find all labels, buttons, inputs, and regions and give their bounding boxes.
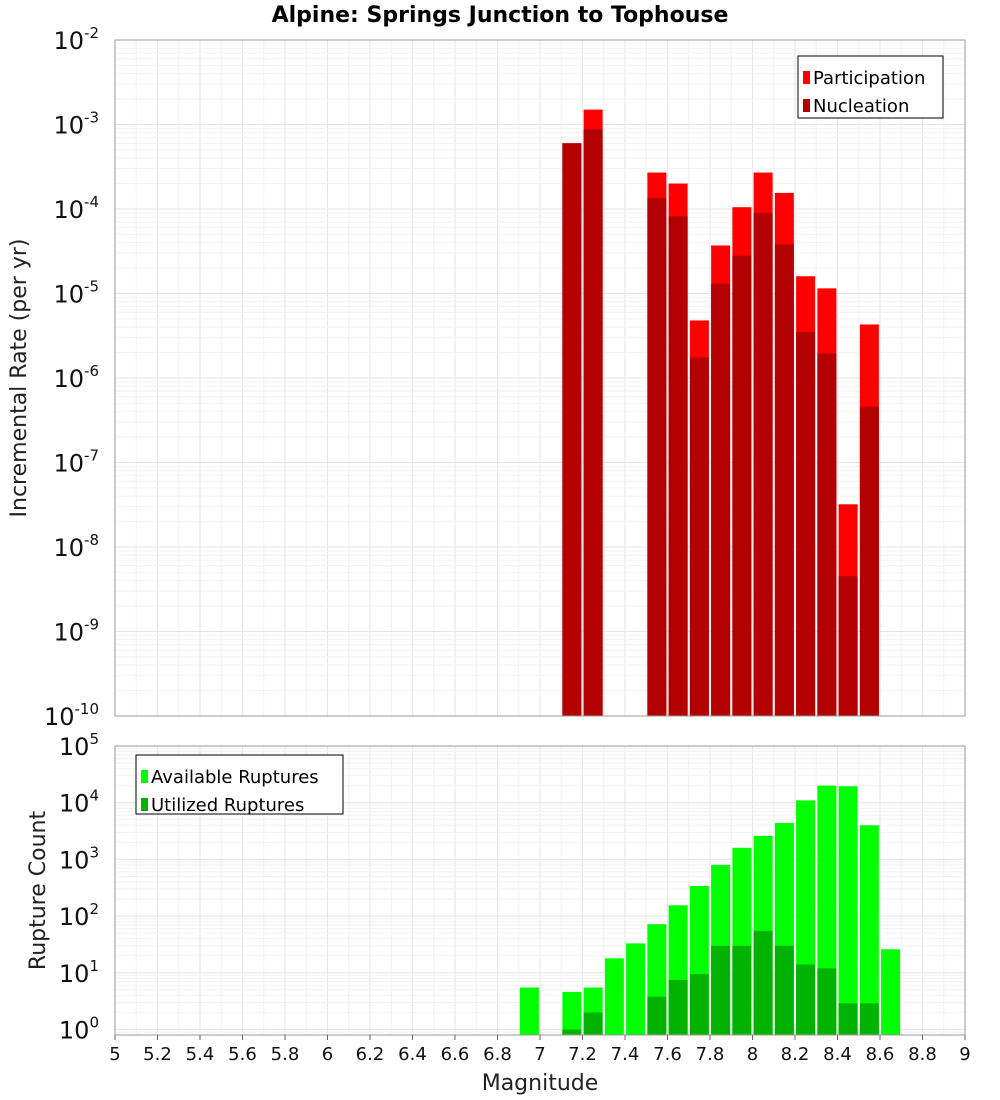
x-tick-label: 8.6 [866, 1044, 895, 1065]
nucleation-bar [562, 143, 582, 716]
x-tick-label: 6.6 [441, 1044, 470, 1065]
utilized-ruptures-bar [711, 945, 731, 1035]
counts-y-tick-label: 100 [59, 1014, 99, 1045]
nucleation-bar [689, 357, 709, 716]
utilized-ruptures-bar [689, 974, 709, 1035]
x-tick-label: 6.2 [356, 1044, 385, 1065]
utilized-ruptures-bar [817, 968, 837, 1035]
rates-y-tick-label: 10-3 [53, 109, 99, 140]
legend-available-ruptures-swatch [141, 770, 148, 783]
counts-y-tick-label: 104 [59, 787, 99, 818]
counts-y-tick-label: 105 [59, 730, 99, 761]
nucleation-bar [583, 129, 603, 716]
available-ruptures-bar [859, 825, 879, 1035]
available-ruptures-bar [881, 949, 901, 1035]
x-tick-label: 5.6 [228, 1044, 257, 1065]
rates-y-tick-label: 10-4 [53, 193, 99, 224]
rates-y-tick-label: 10-10 [44, 700, 99, 731]
x-tick-label: 7 [534, 1044, 545, 1065]
rates-bars [562, 109, 879, 717]
rates-y-axis-label: Incremental Rate (per yr) [7, 239, 32, 518]
legend-available-ruptures-label: Available Ruptures [151, 767, 319, 788]
legend-box [135, 754, 344, 815]
x-tick-label: 7.8 [696, 1044, 725, 1065]
counts-legend: Available Ruptures Utilized Ruptures [135, 754, 344, 816]
available-ruptures-bar [562, 991, 582, 1035]
x-tick-label: 5.2 [143, 1044, 172, 1065]
utilized-ruptures-bar [583, 1012, 603, 1035]
rates-y-tick-label: 10-5 [53, 278, 99, 309]
x-tick-label: 7.4 [611, 1044, 640, 1065]
utilized-ruptures-bar [774, 945, 794, 1035]
counts-panel: 100 101 102 103 104 105 5 5.2 5.4 5.6 5.8 6 6.2 6.4 6… [26, 730, 971, 1096]
x-tick-label: 5 [109, 1044, 120, 1065]
x-tick-label: 5.8 [271, 1044, 300, 1065]
nucleation-bar [711, 283, 731, 716]
x-tick-label: 7.2 [568, 1044, 597, 1065]
available-ruptures-bar [626, 943, 646, 1035]
x-tick-label: 8.2 [781, 1044, 810, 1065]
counts-y-tick-label: 102 [59, 900, 99, 931]
utilized-ruptures-bar [859, 1003, 879, 1035]
counts-y-axis-label: Rupture Count [26, 811, 51, 971]
rates-y-tick-label: 10-7 [53, 447, 99, 478]
rates-panel: 10-10 10-9 10-8 10-7 10-6 10-5 10-4 10-3 10-2 In… [7, 24, 966, 731]
utilized-ruptures-bar [647, 996, 667, 1035]
nucleation-bar [668, 216, 688, 717]
chart-title: Alpine: Springs Junction to Tophouse [272, 3, 729, 28]
nucleation-bar [753, 212, 773, 716]
rates-y-tick-label: 10-6 [53, 362, 99, 393]
legend-utilized-ruptures-swatch [141, 798, 148, 811]
x-tick-label: 6.4 [398, 1044, 427, 1065]
nucleation-bar [859, 406, 879, 716]
utilized-ruptures-bar [732, 945, 752, 1035]
x-tick-label: 6 [322, 1044, 333, 1065]
rates-grid [114, 39, 966, 717]
nucleation-bar [817, 353, 837, 716]
legend-box [797, 55, 944, 119]
utilized-ruptures-bar [562, 1029, 582, 1035]
x-tick-label: 8 [747, 1044, 758, 1065]
x-tick-label: 5.4 [186, 1044, 215, 1065]
rates-y-ticks: 10-10 10-9 10-8 10-7 10-6 10-5 10-4 10-3 10-2 [44, 24, 99, 731]
nucleation-bar [796, 332, 816, 716]
utilized-ruptures-bar [838, 1003, 858, 1035]
rates-y-tick-label: 10-8 [53, 531, 99, 562]
utilized-ruptures-bar [668, 979, 688, 1035]
x-axis-ticks: 5 5.2 5.4 5.6 5.8 6 6.2 6.4 6.6 6.8 7 7.2 7.4 7.6 7.8 8… [109, 1035, 971, 1065]
available-ruptures-bar [519, 987, 539, 1035]
utilized-ruptures-bar [753, 930, 773, 1035]
nucleation-bar [774, 244, 794, 716]
utilized-ruptures-bar [796, 964, 816, 1035]
available-ruptures-bar [838, 786, 858, 1035]
nucleation-bar [838, 576, 858, 716]
counts-bars [519, 785, 901, 1035]
rates-plot-frame [114, 39, 966, 717]
rates-legend: Participation Nucleation [797, 55, 944, 119]
nucleation-bar [732, 255, 752, 716]
legend-utilized-ruptures-label: Utilized Ruptures [151, 795, 304, 816]
available-ruptures-bar [604, 958, 624, 1035]
nucleation-bar [647, 197, 667, 716]
x-tick-label: 7.6 [653, 1044, 682, 1065]
x-tick-label: 8.8 [908, 1044, 937, 1065]
x-tick-label: 8.4 [823, 1044, 852, 1065]
legend-participation-swatch [803, 71, 810, 84]
legend-participation-label: Participation [813, 68, 925, 89]
counts-y-tick-label: 101 [59, 957, 99, 988]
rates-y-tick-label: 10-2 [53, 24, 99, 55]
counts-y-tick-label: 103 [59, 843, 99, 874]
x-tick-label: 6.8 [483, 1044, 512, 1065]
x-axis-label: Magnitude [482, 1071, 599, 1096]
legend-nucleation-swatch [803, 99, 810, 112]
x-tick-label: 9 [959, 1044, 970, 1065]
counts-y-ticks: 100 101 102 103 104 105 [59, 730, 99, 1045]
rates-y-tick-label: 10-9 [53, 616, 99, 647]
legend-nucleation-label: Nucleation [813, 96, 909, 117]
